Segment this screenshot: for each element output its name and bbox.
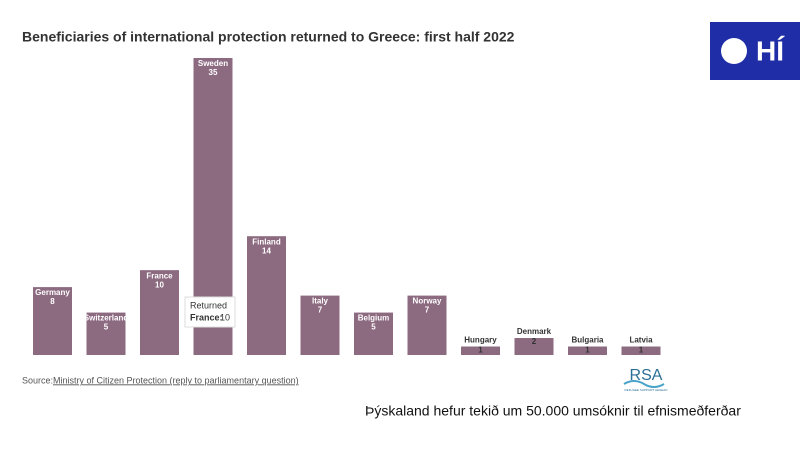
bar bbox=[461, 346, 500, 355]
bar-category-label: Italy bbox=[312, 297, 329, 306]
bar-value-label: 35 bbox=[209, 68, 218, 77]
bar-value-label: 1 bbox=[478, 346, 483, 355]
source-prefix: Source: bbox=[22, 375, 53, 385]
tooltip-label: France: bbox=[190, 312, 223, 322]
bar-category-label: Switzerland bbox=[84, 314, 129, 323]
tooltip-box bbox=[184, 296, 236, 328]
bar-value-label: 5 bbox=[371, 323, 376, 332]
rsa-wave bbox=[623, 380, 665, 388]
bar-category-label: Hungary bbox=[464, 336, 497, 345]
bar-category-label: Latvia bbox=[629, 336, 653, 345]
bar-value-label: 1 bbox=[639, 346, 644, 355]
bar bbox=[407, 295, 447, 355]
logo-text: HÍ bbox=[756, 35, 785, 66]
bar-value-label: 14 bbox=[262, 246, 271, 255]
bar-category-label: Finland bbox=[252, 237, 281, 246]
rsa-subtitle: REFUGEE SUPPORT AEGEAN bbox=[625, 388, 668, 392]
bar-category-label: Bulgaria bbox=[571, 336, 604, 345]
bar-category-label: Norway bbox=[413, 297, 442, 306]
chart-title: Beneficiaries of international protectio… bbox=[22, 29, 515, 45]
logo-emblem bbox=[721, 38, 747, 64]
bar bbox=[621, 346, 661, 355]
bar-value-label: 7 bbox=[318, 306, 323, 315]
bar-value-label: 7 bbox=[425, 306, 430, 315]
bar-value-label: 10 bbox=[155, 280, 164, 289]
tooltip-title: Returned bbox=[190, 300, 227, 310]
bar bbox=[568, 346, 607, 355]
rsa-logo: RSA bbox=[630, 367, 663, 384]
bar-category-label: Germany bbox=[35, 288, 70, 297]
bar-value-label: 2 bbox=[532, 337, 537, 346]
bar bbox=[140, 270, 179, 355]
bar-value-label: 1 bbox=[585, 346, 590, 355]
source-link[interactable]: Ministry of Citizen Protection (reply to… bbox=[53, 375, 299, 385]
caption: Þýskaland hefur tekið um 50.000 umsóknir… bbox=[365, 403, 741, 419]
bar-category-label: Sweden bbox=[198, 59, 228, 68]
bar bbox=[247, 236, 286, 355]
bar-value-label: 5 bbox=[104, 323, 109, 332]
bar bbox=[86, 312, 126, 355]
bar-category-label: Belgium bbox=[358, 314, 390, 323]
bar-value-label: 8 bbox=[50, 297, 55, 306]
bar bbox=[300, 295, 340, 355]
bar bbox=[354, 312, 393, 355]
bar-category-label: France bbox=[146, 271, 173, 280]
bar bbox=[33, 287, 72, 355]
bar-category-label: Denmark bbox=[517, 327, 552, 336]
bar bbox=[514, 338, 554, 355]
tooltip-value: 10 bbox=[220, 312, 230, 322]
